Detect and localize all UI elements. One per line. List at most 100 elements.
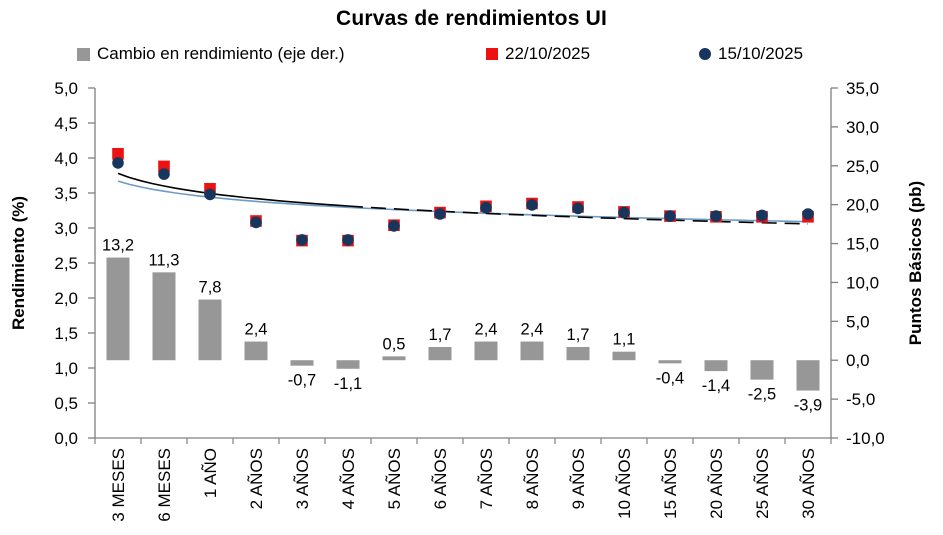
bar-label: 2,4	[245, 321, 268, 339]
marker-15-10	[204, 188, 216, 201]
left-tick-label: 1,0	[54, 359, 78, 378]
bar	[704, 360, 728, 372]
bar	[796, 360, 820, 391]
x-category-label: 4 AÑOS	[339, 448, 358, 509]
x-category-label: 10 AÑOS	[615, 448, 634, 519]
x-category-label: 2 AÑOS	[247, 448, 266, 509]
right-tick-label: 20,0	[846, 196, 879, 215]
marker-15-10	[388, 220, 400, 232]
marker-15-10	[250, 216, 262, 229]
x-category-label: 6 MESES	[155, 448, 174, 522]
left-tick-label: 0,0	[54, 429, 78, 448]
marker-15-10	[434, 208, 446, 220]
marker-15-10	[112, 157, 124, 169]
right-tick-label: 30,0	[846, 118, 879, 137]
marker-15-10	[802, 208, 814, 220]
bar	[428, 347, 452, 361]
right-tick-label: 25,0	[846, 157, 879, 176]
legend-item-22-10: 22/10/2025	[486, 44, 590, 64]
right-tick-label: 15,0	[846, 235, 879, 254]
x-category-label: 5 AÑOS	[385, 448, 404, 509]
bar	[474, 341, 498, 361]
x-category-label: 9 AÑOS	[569, 448, 588, 509]
bar	[336, 360, 360, 369]
x-category-label: 30 AÑOS	[799, 448, 818, 519]
x-category-label: 15 AÑOS	[661, 448, 680, 519]
bar-label: 13,2	[102, 237, 134, 255]
right-tick-label: -10,0	[846, 429, 885, 448]
left-tick-label: 3,5	[54, 184, 78, 203]
bar-label: -1,1	[334, 375, 362, 393]
x-category-label: 6 AÑOS	[431, 448, 450, 509]
left-axis-title: Rendimiento (%)	[9, 196, 28, 330]
x-category-label: 20 AÑOS	[707, 448, 726, 519]
right-tick-label: 10,0	[846, 273, 879, 292]
left-tick-label: 2,0	[54, 289, 78, 308]
marker-15-10	[710, 210, 722, 222]
right-tick-label: 35,0	[846, 79, 879, 98]
legend-label-15-10: 15/10/2025	[718, 44, 804, 63]
bar-label: 1,1	[613, 331, 636, 349]
trendline-15-10	[117, 180, 809, 223]
right-tick-label: 0,0	[846, 351, 870, 370]
right-tick-label: 5,0	[846, 312, 870, 331]
bar	[106, 257, 130, 361]
marker-15-10	[572, 202, 584, 215]
marker-22-10	[112, 148, 124, 160]
marker-15-10	[664, 210, 676, 222]
bar-label: 1,7	[567, 326, 590, 344]
bar-label: 7,8	[199, 279, 222, 297]
left-tick-label: 1,5	[54, 324, 78, 343]
bar-label: 2,4	[475, 321, 498, 339]
gray-square-legend-icon	[77, 47, 90, 61]
left-tick-label: 4,0	[54, 149, 78, 168]
trendline-22-10	[117, 172, 349, 207]
bar-label: 2,4	[521, 321, 544, 339]
legend-label-22-10: 22/10/2025	[505, 44, 591, 63]
bar-label: -2,5	[748, 386, 776, 404]
bar	[566, 347, 590, 361]
bar	[658, 360, 682, 364]
bar	[382, 356, 406, 361]
left-tick-label: 2,5	[54, 254, 78, 273]
legend-item-cambio: Cambio en rendimiento (eje der.)	[77, 44, 345, 64]
x-category-label: 8 AÑOS	[523, 448, 542, 509]
bar-label: 1,7	[429, 326, 452, 344]
bar-label: -3,9	[794, 397, 822, 415]
bar	[198, 299, 222, 361]
bar-label: -0,4	[656, 369, 684, 387]
marker-15-10	[526, 199, 538, 211]
left-tick-label: 5,0	[54, 79, 78, 98]
bar	[152, 272, 176, 361]
x-category-label: 7 AÑOS	[477, 448, 496, 509]
bar	[244, 341, 268, 361]
red-square-legend-icon	[486, 48, 498, 60]
left-tick-label: 4,5	[54, 114, 78, 133]
marker-15-10	[158, 168, 170, 180]
legend-item-15-10: 15/10/2025	[699, 44, 803, 64]
bar	[750, 360, 774, 380]
right-tick-label: -5,0	[846, 390, 875, 409]
bar-label: 0,5	[383, 335, 406, 353]
bar	[290, 360, 314, 366]
left-tick-label: 3,0	[54, 219, 78, 238]
x-category-label: 3 MESES	[109, 448, 128, 522]
marker-15-10	[296, 234, 308, 246]
chart-title: Curvas de rendimientos UI	[335, 7, 608, 30]
marker-15-10	[618, 206, 630, 219]
marker-15-10	[342, 234, 354, 246]
bar-label: -1,4	[702, 377, 730, 395]
marker-15-10	[756, 209, 768, 222]
trendline-22-10-dashed	[347, 205, 809, 225]
bar-label: -0,7	[288, 372, 316, 390]
left-tick-label: 0,5	[54, 394, 78, 413]
marker-15-10	[480, 201, 492, 214]
right-axis-title: Puntos Básicos (pb)	[906, 181, 925, 345]
bar-label: 11,3	[149, 251, 180, 269]
bar	[520, 341, 544, 361]
legend-label-cambio: Cambio en rendimiento (eje der.)	[97, 44, 345, 63]
marker-22-10	[158, 160, 170, 173]
